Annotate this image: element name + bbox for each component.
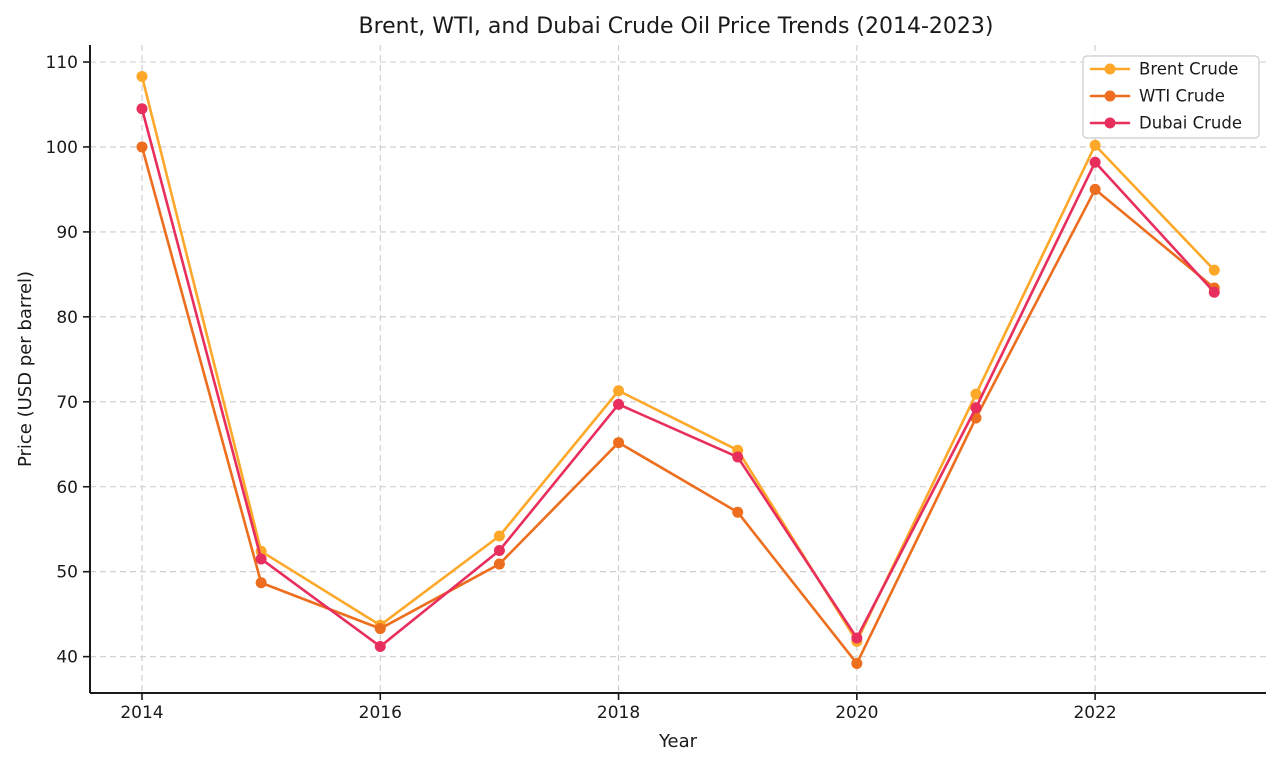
y-axis-label: Price (USD per barrel) bbox=[15, 271, 36, 467]
data-point-dubai-crude-2019 bbox=[732, 451, 744, 463]
legend-label-dubai-crude: Dubai Crude bbox=[1139, 114, 1242, 133]
data-point-brent-crude-2017 bbox=[493, 530, 505, 542]
data-point-dubai-crude-2022 bbox=[1089, 156, 1101, 168]
legend-box bbox=[1082, 55, 1260, 139]
x-tick-label: 2022 bbox=[1073, 703, 1116, 723]
legend-label-brent-crude: Brent Crude bbox=[1139, 60, 1238, 79]
x-axis-label: Year bbox=[658, 731, 698, 752]
data-point-dubai-crude-2015 bbox=[255, 553, 267, 565]
y-tick-label: 110 bbox=[46, 53, 78, 73]
legend: Brent Crude WTI Crude Dubai Crude bbox=[1082, 55, 1260, 139]
data-point-wti-crude-2020 bbox=[851, 657, 863, 669]
data-point-dubai-crude-2021 bbox=[970, 402, 982, 414]
legend-marker-wti-crude bbox=[1104, 90, 1116, 102]
data-point-dubai-crude-2017 bbox=[493, 544, 505, 556]
chart-title: Brent, WTI, and Dubai Crude Oil Price Tr… bbox=[358, 14, 993, 39]
y-tick-label: 100 bbox=[46, 138, 78, 158]
data-point-dubai-crude-2023 bbox=[1208, 286, 1220, 298]
data-point-dubai-crude-2016 bbox=[374, 640, 386, 652]
data-point-dubai-crude-2020 bbox=[851, 632, 863, 644]
legend-marker-brent-crude bbox=[1104, 63, 1116, 75]
gridlines bbox=[90, 45, 1266, 693]
y-tick-label: 90 bbox=[56, 223, 78, 243]
data-point-wti-crude-2018 bbox=[613, 437, 625, 449]
data-point-brent-crude-2018 bbox=[613, 385, 625, 397]
series-line-dubai-crude bbox=[140, 107, 1216, 648]
data-point-dubai-crude-2018 bbox=[613, 398, 625, 410]
y-tick-label: 50 bbox=[56, 563, 78, 583]
data-point-wti-crude-2017 bbox=[493, 558, 505, 570]
y-tick-label: 60 bbox=[56, 478, 78, 498]
data-point-wti-crude-2016 bbox=[374, 623, 386, 635]
legend-label-wti-crude: WTI Crude bbox=[1139, 87, 1225, 106]
data-point-brent-crude-2023 bbox=[1208, 264, 1220, 276]
y-tick-label: 80 bbox=[56, 308, 78, 328]
series-line-brent-crude bbox=[140, 75, 1216, 643]
series-group bbox=[136, 70, 1220, 669]
x-tick-label: 2014 bbox=[120, 703, 163, 723]
data-point-brent-crude-2021 bbox=[970, 388, 982, 400]
y-tick-label: 70 bbox=[56, 393, 78, 413]
legend-marker-dubai-crude bbox=[1104, 117, 1116, 129]
axes: 40 50 60 70 80 90 100 110 2014 2016 2018 2020 2022 bbox=[46, 45, 1266, 723]
x-tick-label: 2020 bbox=[835, 703, 878, 723]
data-point-wti-crude-2022 bbox=[1089, 183, 1101, 195]
series-line-wti-crude bbox=[140, 145, 1216, 665]
y-tick-label: 40 bbox=[56, 648, 78, 668]
x-tick-label: 2016 bbox=[359, 703, 402, 723]
x-tick-label: 2018 bbox=[597, 703, 640, 723]
data-point-brent-crude-2022 bbox=[1089, 139, 1101, 151]
data-point-brent-crude-2014 bbox=[136, 70, 148, 82]
data-point-wti-crude-2014 bbox=[136, 141, 148, 153]
data-point-wti-crude-2019 bbox=[732, 506, 744, 518]
data-point-dubai-crude-2014 bbox=[136, 103, 148, 115]
data-point-wti-crude-2015 bbox=[255, 577, 267, 589]
